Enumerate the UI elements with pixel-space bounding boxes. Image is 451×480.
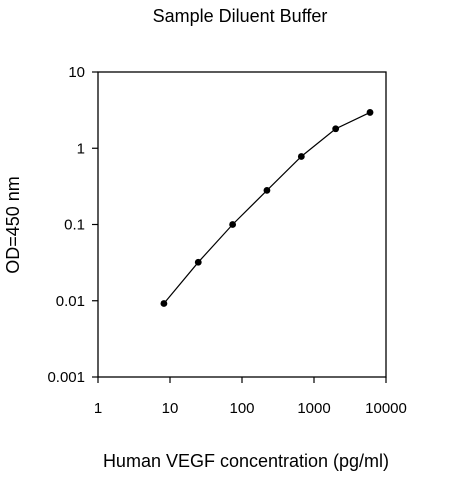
y-tick-label: 0.001 — [47, 369, 85, 386]
plot-border — [97, 71, 387, 378]
data-point — [366, 109, 374, 116]
data-point — [194, 258, 202, 266]
x-tick-label: 10 — [162, 400, 179, 417]
data-point — [332, 125, 340, 133]
x-axis: 1 10 100 1000 10000 — [94, 377, 407, 417]
y-axis: 0.001 0.01 0.1 1 10 — [47, 64, 98, 386]
y-tick-label: 10 — [68, 64, 85, 81]
x-tick-label: 1 — [94, 400, 102, 417]
y-tick-label: 0.1 — [64, 217, 85, 234]
y-tick-label: 1 — [77, 140, 85, 157]
series-line — [163, 111, 371, 304]
data-point — [297, 153, 305, 160]
data-point — [160, 300, 168, 307]
chart-title: Sample Diluent Buffer — [153, 6, 328, 26]
data-point — [263, 187, 271, 194]
plot-area — [97, 71, 387, 378]
data-point — [229, 221, 237, 228]
y-tick-label: 0.01 — [56, 293, 85, 310]
x-tick-label: 10000 — [365, 400, 407, 417]
x-tick-label: 1000 — [297, 400, 330, 417]
x-tick-label: 100 — [229, 400, 254, 417]
series-layer — [160, 109, 374, 307]
x-axis-title: Human VEGF concentration (pg/ml) — [103, 451, 389, 471]
y-axis-title: OD=450 nm — [3, 176, 23, 274]
